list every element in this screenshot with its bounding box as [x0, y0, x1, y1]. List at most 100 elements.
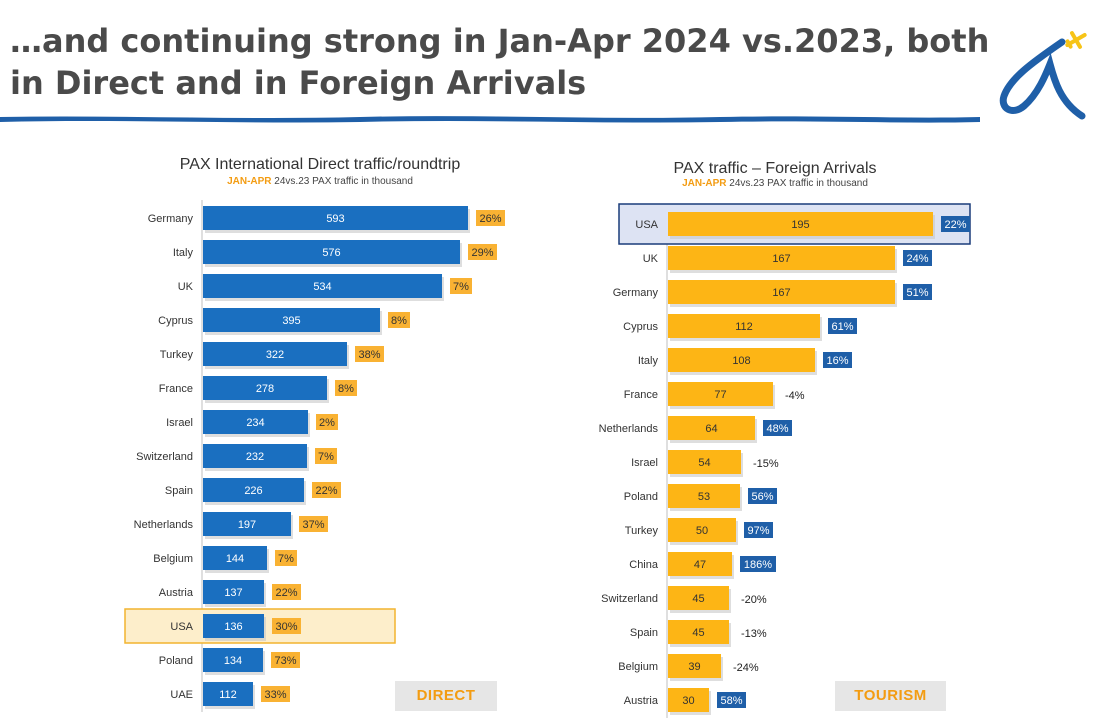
direct-growth-label: 2%: [319, 417, 335, 429]
direct-value-label: 226: [244, 485, 262, 497]
tourism-value-label: 195: [791, 219, 809, 231]
direct-bar: [203, 410, 308, 434]
direct-value-label: 322: [266, 349, 284, 361]
direct-badge: DIRECT: [395, 681, 497, 711]
direct-category-label: USA: [170, 621, 193, 633]
tourism-bar: [668, 586, 729, 610]
tourism-value-label: 167: [772, 287, 790, 299]
tourism-category-label: Israel: [631, 457, 658, 469]
tourism-growth-label: 97%: [747, 525, 769, 537]
direct-growth-badge: [299, 516, 328, 532]
direct-category-label: Belgium: [153, 553, 193, 565]
direct-growth-label: 8%: [391, 315, 407, 327]
tourism-growth-badge: [763, 420, 792, 436]
tourism-category-label: Poland: [624, 491, 658, 503]
tourism-value-label: 54: [698, 457, 710, 469]
tourism-growth-badge: [941, 216, 970, 232]
tourism-growth-label: 24%: [906, 253, 928, 265]
direct-category-label: Switzerland: [136, 451, 193, 463]
direct-value-label: 534: [313, 281, 331, 293]
direct-value-label: 576: [322, 247, 340, 259]
tourism-growth-label: 51%: [906, 287, 928, 299]
tourism-growth-badge: [748, 488, 777, 504]
title-underline: [0, 116, 980, 123]
direct-category-label: Netherlands: [134, 519, 194, 531]
direct-value-label: 112: [219, 689, 237, 701]
direct-value-label: 136: [224, 621, 242, 633]
direct-growth-label: 33%: [264, 689, 286, 701]
direct-category-label: Cyprus: [158, 315, 193, 327]
tourism-growth-label: -4%: [785, 390, 805, 402]
tourism-bar: [668, 620, 729, 644]
tourism-value-label: 30: [682, 695, 694, 707]
tourism-growth-label: -13%: [741, 628, 767, 640]
plane-icon: [1065, 31, 1087, 49]
direct-growth-badge: [275, 550, 297, 566]
tourism-category-label: China: [629, 559, 659, 571]
direct-category-label: Germany: [148, 213, 194, 225]
direct-category-label: France: [159, 383, 193, 395]
tourism-bar: [668, 348, 815, 372]
direct-growth-badge: [316, 414, 338, 430]
right-subtitle-rest: 24vs.23 PAX traffic in thousand: [726, 178, 868, 189]
direct-growth-label: 73%: [274, 655, 296, 667]
tourism-category-label: Spain: [630, 627, 658, 639]
direct-growth-label: 26%: [479, 213, 501, 225]
direct-value-label: 144: [226, 553, 244, 565]
direct-category-label: Italy: [173, 247, 194, 259]
direct-growth-label: 38%: [358, 349, 380, 361]
tourism-category-label: Netherlands: [599, 423, 659, 435]
direct-value-label: 395: [282, 315, 300, 327]
direct-bar: [203, 512, 291, 536]
tourism-value-label: 64: [705, 423, 717, 435]
tourism-growth-label: -20%: [741, 594, 767, 606]
direct-growth-badge: [315, 448, 337, 464]
direct-value-label: 278: [256, 383, 274, 395]
tourism-bar: [668, 450, 741, 474]
direct-growth-badge: [450, 278, 472, 294]
direct-growth-badge: [476, 210, 505, 226]
tourism-category-label: UK: [643, 253, 659, 265]
direct-growth-badge: [388, 312, 410, 328]
tourism-value-label: 50: [696, 525, 708, 537]
tourism-value-label: 108: [732, 355, 750, 367]
tourism-bar: [668, 484, 740, 508]
tourism-growth-label: 61%: [831, 321, 853, 333]
tourism-bar: [668, 518, 736, 542]
tourism-growth-label: 186%: [744, 559, 772, 571]
direct-category-label: UAE: [170, 689, 193, 701]
tourism-value-label: 45: [692, 627, 704, 639]
tourism-growth-badge: [717, 692, 746, 708]
left-chart-title: PAX International Direct traffic/roundtr…: [179, 156, 461, 173]
tourism-bar: [668, 552, 732, 576]
direct-bar: [203, 444, 307, 468]
direct-category-label: Turkey: [160, 349, 194, 361]
tourism-bar: [668, 314, 820, 338]
direct-growth-label: 7%: [318, 451, 334, 463]
tourism-growth-badge: [740, 556, 776, 572]
direct-bar: [203, 580, 264, 604]
direct-bar: [203, 342, 347, 366]
tourism-bar: [668, 688, 709, 712]
right-subtitle-highlight: JAN-APR: [682, 178, 727, 189]
direct-growth-badge: [355, 346, 384, 362]
direct-category-label: Israel: [166, 417, 193, 429]
direct-growth-label: 37%: [302, 519, 324, 531]
tourism-bar: [668, 654, 721, 678]
tourism-bar: [668, 382, 773, 406]
direct-bar: [203, 206, 468, 230]
direct-value-label: 137: [224, 587, 242, 599]
direct-value-label: 232: [246, 451, 264, 463]
direct-growth-badge: [271, 652, 300, 668]
direct-bar: [203, 240, 460, 264]
direct-growth-badge: [468, 244, 497, 260]
tourism-value-label: 167: [772, 253, 790, 265]
direct-value-label: 593: [326, 213, 344, 225]
tourism-value-label: 45: [692, 593, 704, 605]
direct-growth-badge: [272, 618, 301, 634]
direct-bar: [203, 376, 327, 400]
direct-bar: [203, 274, 442, 298]
left-subtitle-highlight: JAN-APR: [227, 176, 272, 187]
direct-growth-badge: [272, 584, 301, 600]
